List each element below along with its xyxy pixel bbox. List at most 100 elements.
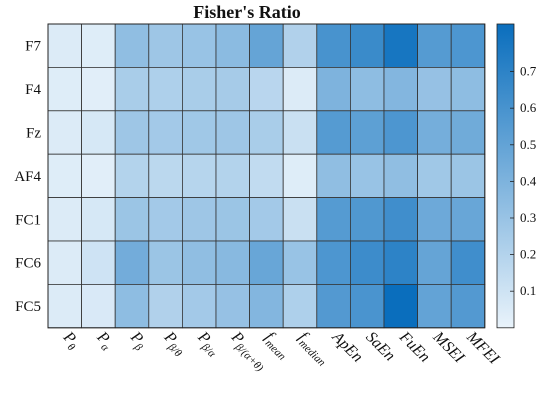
heatmap-cell-fc6-apen <box>316 240 351 285</box>
heatmap-cell-f4-apen <box>316 67 351 112</box>
heatmap-cell-fc6-f_median <box>282 240 318 285</box>
heatmap-cell-fz-fuen <box>383 110 418 155</box>
colorbar-tick-label: 0.6 <box>520 100 537 115</box>
heatmap-cell-af4-p_beta_theta <box>148 153 183 198</box>
heatmap-cell-fc5-p_beta_alpha_theta <box>215 283 250 329</box>
heatmap-cell-fc6-saen <box>349 240 385 285</box>
heatmap-cell-f4-p_beta_theta <box>148 67 183 112</box>
heatmap-cell-f4-p_theta <box>47 67 82 112</box>
heatmap-cell-fz-msei <box>417 110 452 155</box>
heatmap-cell-fc6-p_beta_alpha <box>181 240 217 285</box>
heatmap-cell-f7-p_beta_alpha <box>181 23 217 68</box>
heatmap-cell-f7-p_beta_alpha_theta <box>215 23 250 68</box>
heatmap-cell-f7-saen <box>349 23 385 68</box>
column-label-fuen: FuEn <box>395 328 433 366</box>
heatmap-cell-f4-mfei <box>450 67 486 112</box>
column-label-mfei: MFEI <box>462 328 502 368</box>
heatmap-cell-f4-f_median <box>282 67 318 112</box>
heatmap-cell-f7-p_alpha <box>81 23 116 68</box>
heatmap-cell-fc6-p_alpha <box>81 240 116 285</box>
heatmap-cell-af4-msei <box>417 153 452 198</box>
heatmap-cell-fz-p_alpha <box>81 110 116 155</box>
heatmap-cell-f4-p_alpha <box>81 67 116 112</box>
colorbar-tick-label: 0.4 <box>520 173 537 188</box>
heatmap-cell-af4-p_alpha <box>81 153 116 198</box>
heatmap-cell-af4-p_beta_alpha <box>181 153 217 198</box>
heatmap-cell-fc5-p_beta <box>114 283 150 329</box>
heatmap-cell-af4-f_mean <box>249 153 284 198</box>
heatmap-cell-af4-apen <box>316 153 351 198</box>
heatmap-cell-f7-apen <box>316 23 351 68</box>
column-label-f_median: fmedian <box>293 329 334 370</box>
heatmap-cell-fc1-p_beta <box>114 197 150 242</box>
heatmap-cell-f4-fuen <box>383 67 418 112</box>
heatmap-cell-af4-f_median <box>282 153 318 198</box>
heatmap-cell-f7-f_mean <box>249 23 284 68</box>
row-label-f7: F7 <box>25 39 41 55</box>
heatmap-cell-fc6-p_theta <box>47 240 82 285</box>
column-label-saen: SaEn <box>362 329 398 365</box>
heatmap-cell-f7-p_beta_theta <box>148 23 183 68</box>
heatmap-cell-f4-p_beta <box>114 67 150 112</box>
heatmap-cell-fc1-p_beta_alpha <box>181 197 217 242</box>
heatmap-cell-fc1-p_beta_alpha_theta <box>215 197 250 242</box>
heatmap-cell-fc1-p_theta <box>47 197 82 242</box>
column-label-p_alpha: Pα <box>91 328 117 354</box>
column-label-p_beta_alpha_theta: Pβ/(α+θ) <box>225 328 271 374</box>
heatmap-cell-fc1-p_alpha <box>81 197 116 242</box>
heatmap-cell-fz-p_theta <box>47 110 82 155</box>
heatmap-cell-af4-p_beta_alpha_theta <box>215 153 250 198</box>
heatmap-cell-fz-apen <box>316 110 351 155</box>
heatmap-cell-fz-saen <box>349 110 385 155</box>
heatmap-cell-fc6-f_mean <box>249 240 284 285</box>
heatmap-cell-fc5-mfei <box>450 283 486 329</box>
column-label-p_theta: Pθ <box>57 328 83 354</box>
heatmap-cell-fc5-fuen <box>383 283 418 329</box>
heatmap-cell-f7-fuen <box>383 23 418 68</box>
colorbar-tick-label: 0.3 <box>520 210 536 225</box>
colorbar-tick-label: 0.7 <box>520 64 537 79</box>
heatmap-cell-fc6-msei <box>417 240 452 285</box>
colorbar-tick-label: 0.5 <box>520 137 536 152</box>
colorbar: 0.1 0.2 0.3 0.4 0.5 0.6 0.7 <box>496 23 537 329</box>
row-label-f4: F4 <box>25 82 41 98</box>
heatmap-cell-f7-msei <box>417 23 452 68</box>
heatmap-cell-af4-saen <box>349 153 385 198</box>
row-label-fc6: FC6 <box>15 256 41 272</box>
colorbar-gradient <box>496 23 515 329</box>
heatmap-cell-fc1-p_beta_theta <box>148 197 183 242</box>
row-label-fz: Fz <box>26 126 41 142</box>
heatmap-cell-af4-p_theta <box>47 153 82 198</box>
heatmap-cell-fc5-f_mean <box>249 283 284 329</box>
heatmap-cell-fc1-f_mean <box>249 197 284 242</box>
heatmap-cell-fc5-p_theta <box>47 283 82 329</box>
heatmap-cell-fz-p_beta_alpha <box>181 110 217 155</box>
heatmap-cell-f4-p_beta_alpha_theta <box>215 67 250 112</box>
heatmap-cell-f7-f_median <box>282 23 318 68</box>
colorbar-tick-label: 0.2 <box>520 247 536 262</box>
heatmap-cell-fz-p_beta_theta <box>148 110 183 155</box>
heatmap-cell-fz-mfei <box>450 110 486 155</box>
heatmap-cell-fc5-msei <box>417 283 452 329</box>
heatmap-cell-fz-f_median <box>282 110 318 155</box>
heatmap-cell-fc1-msei <box>417 197 452 242</box>
row-label-fc1: FC1 <box>15 212 41 228</box>
heatmap-cell-fc5-f_median <box>282 283 318 329</box>
heatmap-cell-fc6-p_beta_theta <box>148 240 183 285</box>
heatmap-cell-f7-mfei <box>450 23 486 68</box>
heatmap-cell-fc6-mfei <box>450 240 486 285</box>
heatmap-cell-af4-mfei <box>450 153 486 198</box>
column-label-p_beta_alpha: Pβ/α <box>192 328 224 360</box>
colorbar-tick-label: 0.1 <box>520 283 536 298</box>
heatmap-cell-af4-p_beta <box>114 153 150 198</box>
heatmap-cell-f7-p_beta <box>114 23 150 68</box>
heatmap-cell-fc1-saen <box>349 197 385 242</box>
row-label-fc5: FC5 <box>15 299 41 315</box>
heatmap-cell-fc1-f_median <box>282 197 318 242</box>
heatmap-cell-fc5-p_beta_alpha <box>181 283 217 329</box>
heatmap-cell-fc6-p_beta_alpha_theta <box>215 240 250 285</box>
heatmap-frame <box>47 23 486 329</box>
row-label-af4: AF4 <box>14 169 41 185</box>
